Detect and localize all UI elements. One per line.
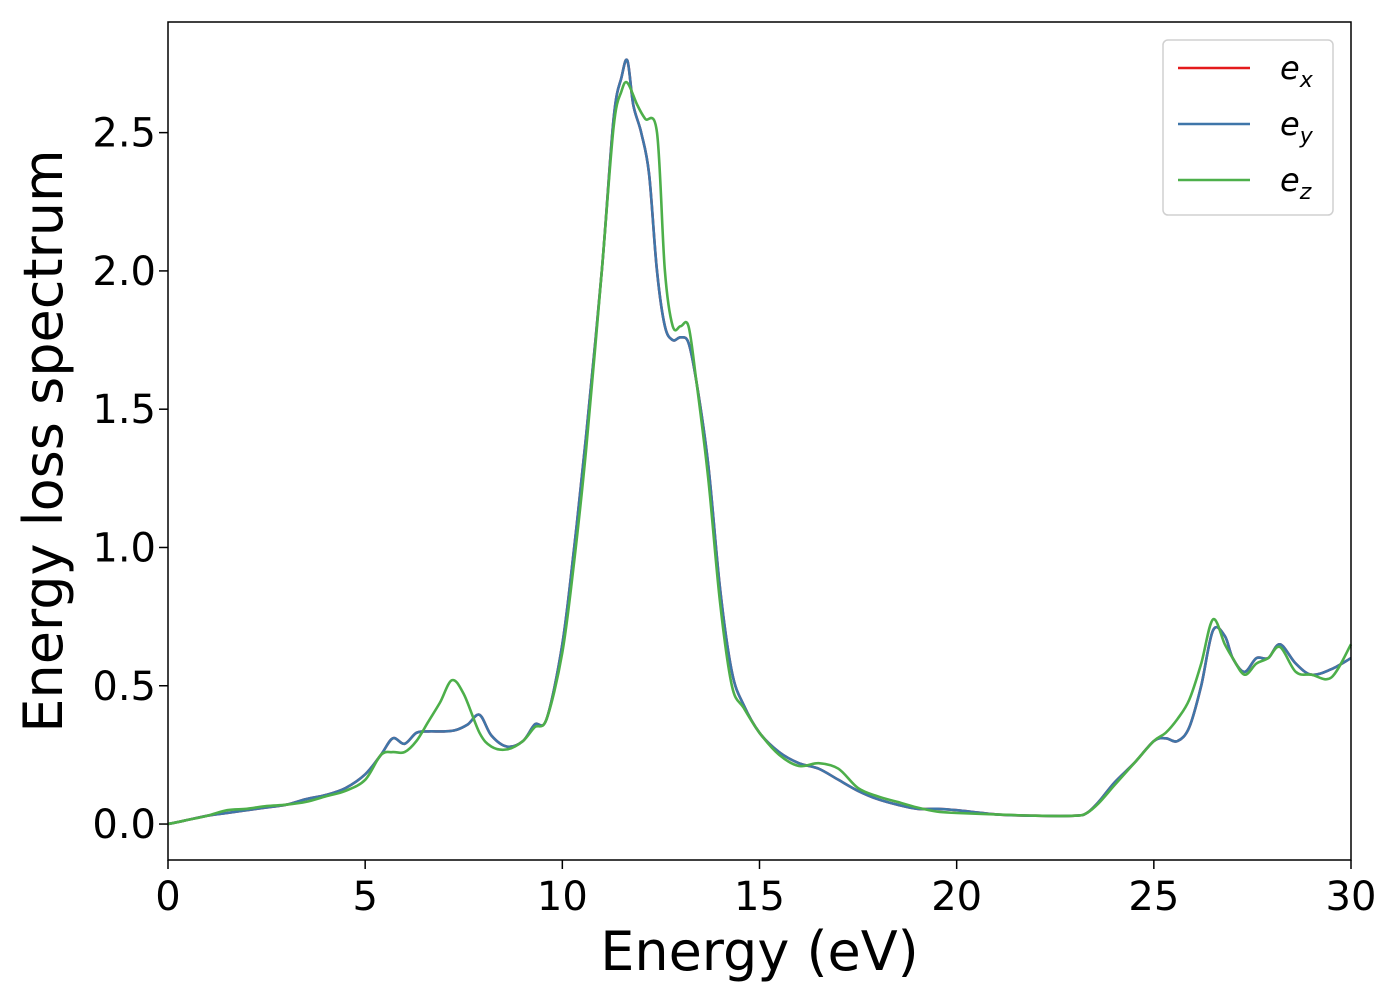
y-tick-label: 2.5 <box>92 111 156 157</box>
x-tick-label: 0 <box>155 874 180 920</box>
y-axis-label: Energy loss spectrum <box>12 149 75 732</box>
y-tick-label: 1.5 <box>92 387 156 433</box>
x-tick-label: 15 <box>734 874 785 920</box>
series-line-z <box>167 80 1353 826</box>
x-axis-label: Energy (eV) <box>600 920 919 983</box>
x-tick-label: 10 <box>537 874 588 920</box>
x-tick-label: 5 <box>352 874 377 920</box>
y-tick-label: 0.0 <box>92 802 156 848</box>
y-tick-label: 1.0 <box>92 525 156 571</box>
y-tick-label: 0.5 <box>92 664 156 710</box>
legend-box <box>1162 39 1334 216</box>
x-tick-label: 30 <box>1326 874 1377 920</box>
series-line-y <box>167 58 1352 826</box>
x-axis-ticks: 0 5 10 15 20 25 30 <box>155 860 1376 920</box>
y-tick-label: 2.0 <box>92 249 156 295</box>
series-lines <box>167 58 1353 826</box>
x-tick-label: 25 <box>1128 874 1179 920</box>
y-axis-ticks: 0.0 0.5 1.0 1.5 2.0 2.5 <box>92 111 168 848</box>
x-tick-label: 20 <box>931 874 982 920</box>
